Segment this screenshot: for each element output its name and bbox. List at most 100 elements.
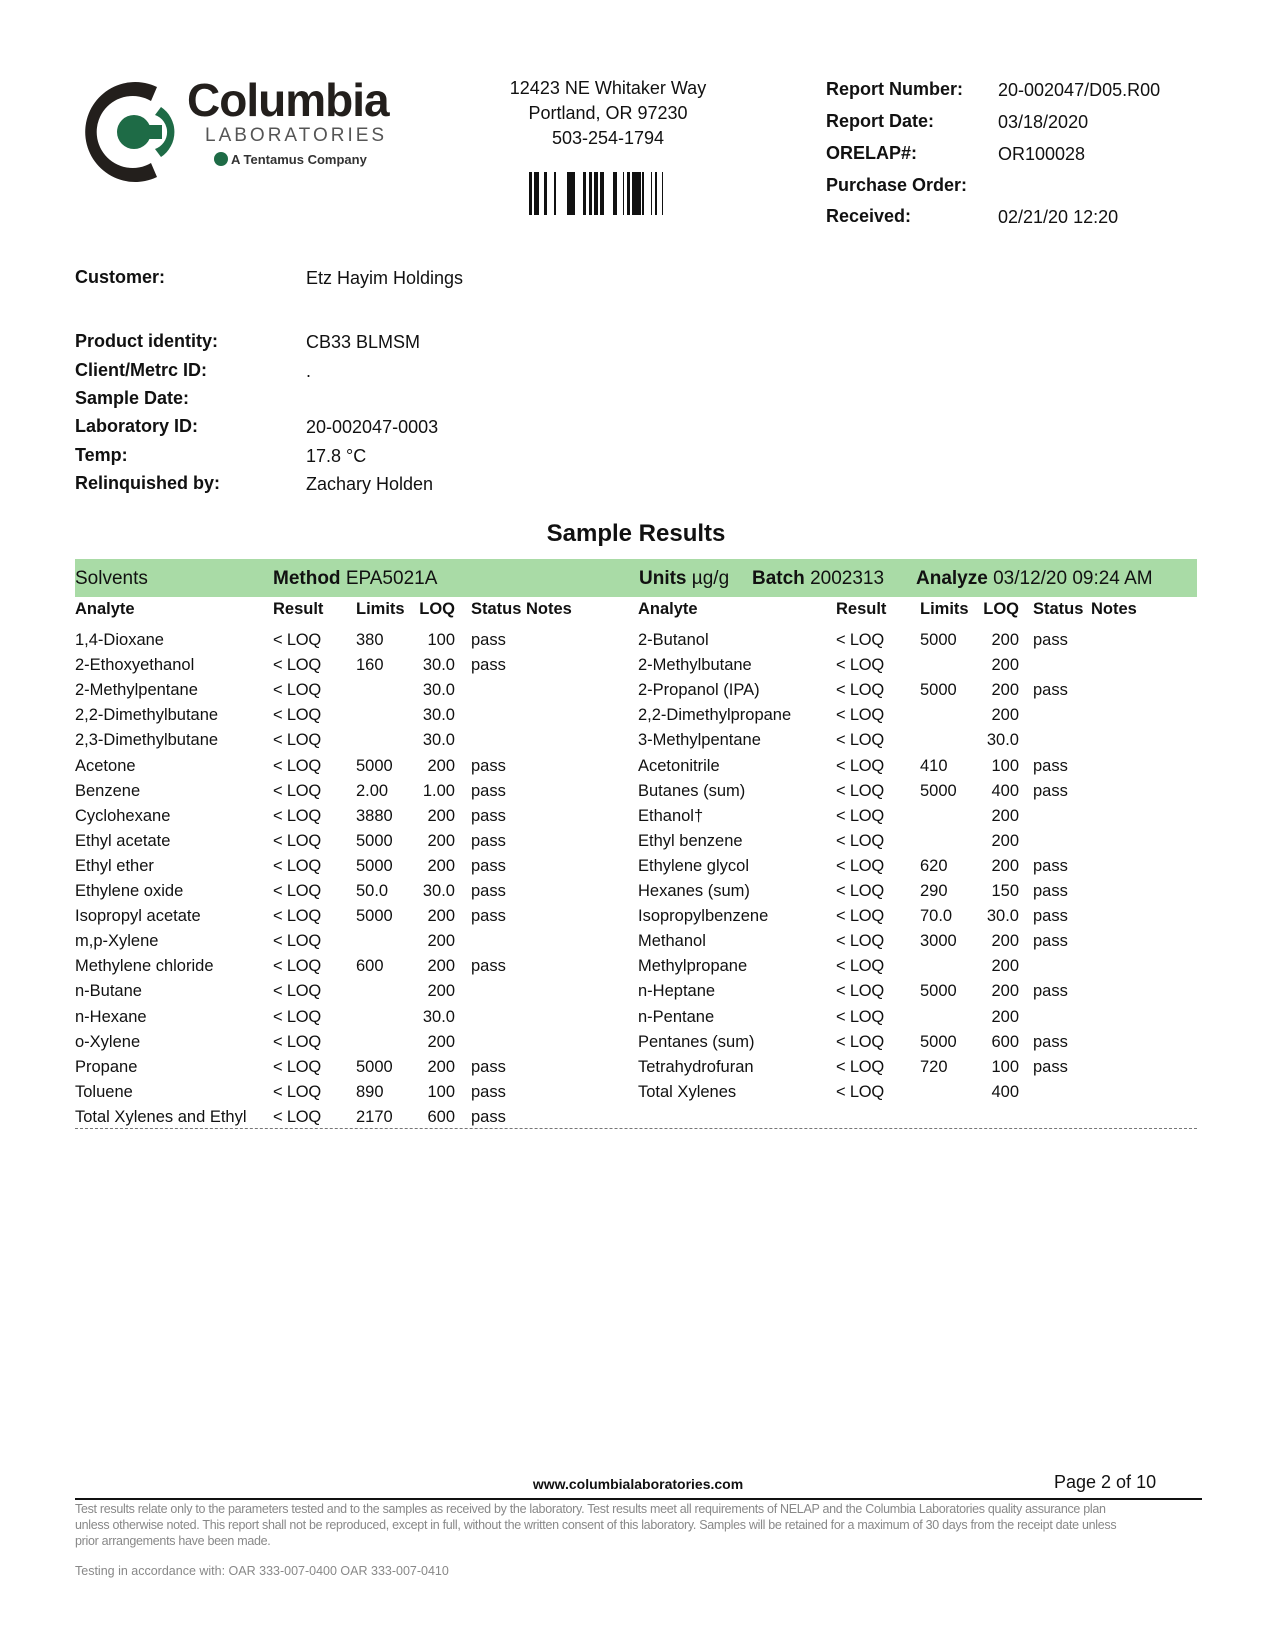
cell-result: < LOQ: [836, 656, 885, 675]
column-header-result: Result: [273, 600, 324, 618]
sample-value: 17.8 °C: [306, 446, 367, 466]
cell-result: < LOQ: [273, 957, 322, 976]
barcode-bar: [589, 172, 592, 215]
cell-result: < LOQ: [273, 882, 322, 900]
cell-analyte: Isopropylbenzene: [638, 907, 769, 926]
cell-limits: 410: [920, 756, 948, 775]
sample-label: Relinquished by:: [75, 473, 221, 493]
cell-limits: 2.00: [356, 781, 389, 800]
logo-tagline: A Tentamus Company: [214, 152, 367, 167]
cell-limits: 160: [356, 656, 384, 675]
cell-result: < LOQ: [836, 731, 885, 750]
cell-limits: 890: [356, 1082, 384, 1101]
cell-loq: 30.0: [422, 706, 455, 725]
cell-result: < LOQ: [273, 781, 322, 800]
cell-status: pass: [471, 1107, 506, 1126]
cell-status: pass: [471, 656, 506, 675]
cell-analyte: 2-Methylbutane: [638, 656, 752, 675]
cell-limits: 5000: [920, 982, 957, 1001]
cell-analyte: Hexanes (sum): [638, 882, 750, 900]
cell-limits: 5000: [356, 831, 393, 850]
cell-loq: 200: [991, 706, 1019, 725]
cell-status: pass: [1033, 882, 1068, 900]
sample-label: Client/Metrc ID:: [75, 360, 208, 380]
cell-analyte: n-Hexane: [75, 1007, 147, 1026]
column-header-limits: Limits: [920, 600, 969, 618]
cell-result: < LOQ: [836, 631, 885, 649]
cell-status: pass: [1033, 1032, 1068, 1051]
cell-result: < LOQ: [836, 756, 885, 775]
cell-loq: 200: [427, 907, 455, 926]
sample-value: 20-002047-0003: [306, 417, 439, 437]
barcode-bar: [637, 172, 638, 215]
cell-analyte: Tetrahydrofuran: [638, 1057, 754, 1076]
cell-loq: 600: [991, 1032, 1019, 1051]
section-name: Solvents: [75, 568, 148, 589]
barcode-bar: [584, 172, 586, 215]
cell-loq: 200: [427, 982, 455, 1001]
cell-status: pass: [471, 781, 506, 800]
cell-limits: 600: [356, 957, 384, 976]
barcode-bar: [544, 172, 547, 215]
cell-analyte: Ethyl ether: [75, 856, 154, 875]
analyze-label: Analyze: [916, 568, 988, 589]
address-phone: 503-254-1794: [551, 128, 665, 148]
cell-analyte: n-Pentane: [638, 1007, 715, 1026]
cell-analyte: 2,2-Dimethylbutane: [75, 706, 219, 725]
cell-analyte: 2-Propanol (IPA): [638, 681, 760, 700]
address-line2: Portland, OR 97230: [528, 103, 688, 123]
cell-analyte: Ethyl acetate: [75, 831, 171, 850]
cell-result: < LOQ: [836, 681, 885, 700]
cell-loq: 30.0: [986, 907, 1019, 926]
cell-result: < LOQ: [273, 706, 322, 725]
cell-loq: 200: [427, 1057, 455, 1076]
sample-label: Temp:: [75, 445, 128, 465]
cell-limits: 70.0: [920, 907, 953, 926]
cell-analyte: 2-Methylpentane: [75, 681, 198, 700]
cell-limits: 380: [356, 631, 384, 649]
cell-result: < LOQ: [836, 831, 885, 850]
page-number: Page 2 of 10: [1054, 1472, 1157, 1492]
cell-loq: 200: [991, 806, 1019, 825]
barcode-bar: [655, 172, 657, 215]
report-value: OR100028: [998, 144, 1086, 164]
customer-label: Customer:: [75, 267, 166, 287]
cell-loq: 30.0: [422, 1007, 455, 1026]
cell-result: < LOQ: [273, 1032, 322, 1051]
cell-analyte: Toluene: [75, 1082, 133, 1101]
column-header-loq: LOQ: [983, 600, 1019, 618]
report-label: ORELAP#:: [826, 143, 918, 163]
disclaimer-line3: prior arrangements have been made.: [75, 1534, 271, 1548]
barcode-bar: [651, 172, 652, 215]
barcode-bar: [632, 172, 635, 215]
cell-limits: 720: [920, 1057, 948, 1076]
units-value: µg/g: [691, 568, 730, 589]
column-header-analyte: Analyte: [638, 600, 698, 618]
method-value: EPA5021A: [345, 568, 438, 589]
cell-loq: 150: [991, 882, 1019, 900]
cell-loq: 200: [991, 1007, 1019, 1026]
cell-result: < LOQ: [273, 681, 322, 700]
cell-loq: 200: [427, 856, 455, 875]
table-end-divider: [75, 1128, 1197, 1129]
cell-loq: 200: [991, 831, 1019, 850]
barcode-bar: [638, 172, 639, 215]
barcode-bar: [534, 172, 536, 215]
cell-status: pass: [1033, 756, 1068, 775]
barcode-bar: [642, 172, 644, 215]
tentamus-icon: [214, 152, 228, 166]
cell-analyte: Cyclohexane: [75, 806, 171, 825]
cell-loq: 200: [991, 631, 1019, 649]
cell-limits: 3880: [356, 806, 393, 825]
cell-loq: 200: [991, 982, 1019, 1001]
column-header-status: Status: [471, 600, 522, 618]
cell-loq: 200: [991, 681, 1019, 700]
cell-loq: 100: [991, 1057, 1019, 1076]
footer-website[interactable]: www.columbialaboratories.com: [532, 1476, 744, 1492]
sample-label: Product identity:: [75, 331, 218, 351]
cell-result: < LOQ: [273, 731, 322, 750]
cell-analyte: Ethylene glycol: [638, 856, 749, 875]
barcode-bar: [636, 172, 637, 215]
cell-loq: 400: [991, 1082, 1019, 1101]
barcode-bar: [600, 172, 603, 215]
